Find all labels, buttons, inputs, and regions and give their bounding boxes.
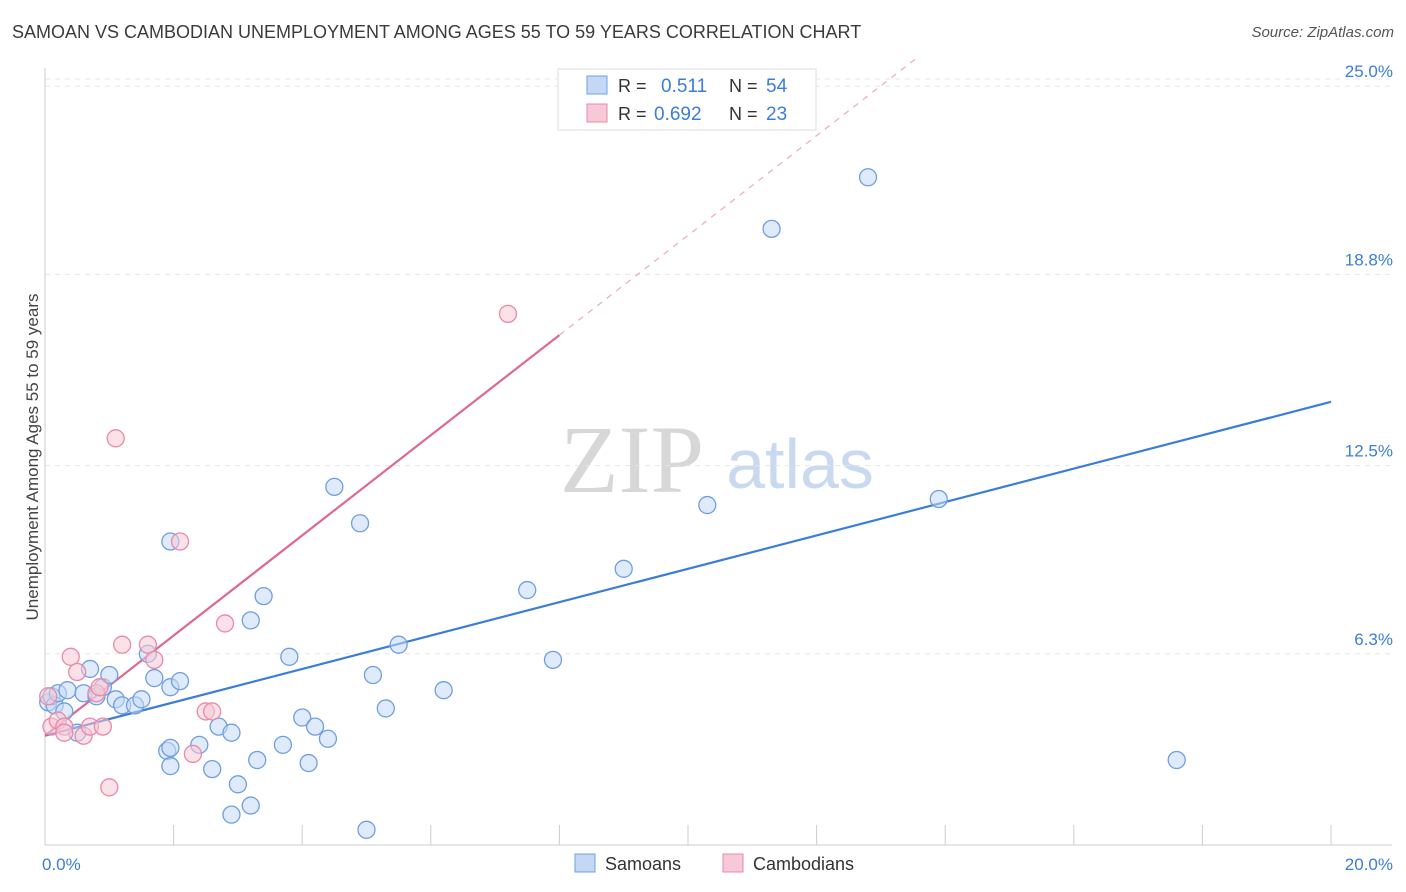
- point-cambodians: [90, 678, 109, 697]
- trend-line-samoans: [44, 400, 1332, 737]
- x-tick-label: 20.0%: [1345, 855, 1393, 874]
- point-samoans: [350, 514, 370, 533]
- point-cambodians: [61, 647, 80, 666]
- legend-top-r-label: R =: [618, 76, 647, 96]
- tick-labels: 6.3% 12.5% 18.8% 25.0% 0.0% 20.0%: [42, 62, 1393, 874]
- point-samoans: [518, 580, 537, 600]
- point-samoans: [145, 668, 164, 688]
- x-tick-label: 0.0%: [42, 855, 81, 874]
- legend-top-n-label: N =: [729, 76, 758, 96]
- trend-extension-cambodians: [559, 55, 920, 336]
- point-samoans: [293, 708, 312, 727]
- point-cambodians: [215, 614, 235, 633]
- point-samoans: [161, 738, 180, 758]
- watermark-zip: ZIP: [560, 406, 704, 513]
- point-samoans: [58, 681, 77, 700]
- point-cambodians: [106, 429, 125, 448]
- axes: [44, 68, 1392, 846]
- legend-top-swatch-cambodians: [586, 103, 608, 123]
- legend-top-swatch-samoans: [586, 75, 608, 95]
- point-samoans: [299, 753, 318, 773]
- point-cambodians: [145, 650, 164, 670]
- point-samoans: [280, 647, 299, 666]
- point-samoans: [203, 759, 222, 779]
- point-samoans: [254, 586, 273, 606]
- point-samoans: [1167, 750, 1186, 770]
- point-samoans: [858, 168, 878, 187]
- point-samoans: [762, 219, 781, 239]
- point-samoans: [241, 611, 260, 630]
- y-tick-label: 12.5%: [1345, 442, 1393, 461]
- point-samoans: [325, 477, 344, 497]
- point-samoans: [222, 805, 241, 824]
- watermark-atlas: atlas: [726, 425, 874, 503]
- point-cambodians: [68, 662, 87, 682]
- chart-title: SAMOAN VS CAMBODIAN UNEMPLOYMENT AMONG A…: [12, 22, 862, 42]
- point-samoans: [273, 735, 293, 754]
- point-samoans: [100, 665, 119, 685]
- y-tick-label: 25.0%: [1345, 62, 1393, 81]
- legend-top-r-value: 0.692: [654, 104, 702, 125]
- trend-lines: [44, 55, 1332, 737]
- point-samoans: [318, 729, 338, 748]
- legend-bottom-label-cambodians: Cambodians: [753, 854, 854, 874]
- point-samoans: [614, 559, 633, 578]
- point-cambodians: [100, 778, 119, 797]
- source-label: Source: ZipAtlas.com: [1251, 24, 1394, 41]
- gridlines: [45, 78, 1392, 655]
- legend-bottom: Samoans Cambodians: [574, 853, 854, 874]
- legend-bottom-swatch-samoans: [574, 853, 596, 873]
- point-cambodians: [498, 304, 518, 323]
- point-samoans: [161, 756, 180, 776]
- point-cambodians: [203, 702, 222, 721]
- legend-top-n-value: 23: [766, 104, 787, 125]
- point-samoans: [376, 699, 395, 718]
- point-samoans: [698, 495, 717, 515]
- y-tick-label: 6.3%: [1354, 630, 1393, 649]
- point-samoans: [222, 723, 241, 742]
- point-samoans: [248, 750, 267, 770]
- point-samoans: [305, 717, 325, 736]
- y-axis-label: Unemployment Among Ages 55 to 59 years: [23, 294, 42, 621]
- point-samoans: [170, 671, 190, 691]
- legend-top-r-label: R =: [618, 104, 647, 124]
- point-samoans: [132, 690, 151, 709]
- point-samoans: [929, 489, 948, 509]
- point-cambodians: [183, 744, 203, 764]
- legend-top-n-value: 54: [766, 76, 788, 97]
- point-cambodians: [113, 635, 132, 654]
- point-cambodians: [55, 723, 74, 742]
- y-tick-label: 18.8%: [1345, 250, 1393, 269]
- point-samoans: [357, 820, 376, 839]
- point-samoans: [543, 650, 563, 670]
- point-samoans: [389, 635, 408, 654]
- legend-bottom-label-samoans: Samoans: [605, 854, 681, 874]
- legend-top: R = 0.511 N = 54 R = 0.692 N = 23: [557, 68, 817, 131]
- point-samoans: [228, 775, 248, 794]
- points: [39, 168, 1186, 839]
- legend-top-r-value: 0.511: [661, 76, 707, 97]
- point-samoans: [241, 796, 260, 815]
- trend-line-cambodians: [44, 334, 561, 737]
- point-samoans: [363, 665, 383, 685]
- point-samoans: [434, 681, 453, 700]
- point-cambodians: [170, 532, 190, 551]
- legend-bottom-swatch-cambodians: [722, 853, 744, 873]
- point-cambodians: [138, 635, 158, 654]
- legend-top-n-label: N =: [729, 104, 758, 124]
- point-cambodians: [39, 687, 58, 706]
- point-cambodians: [93, 717, 113, 736]
